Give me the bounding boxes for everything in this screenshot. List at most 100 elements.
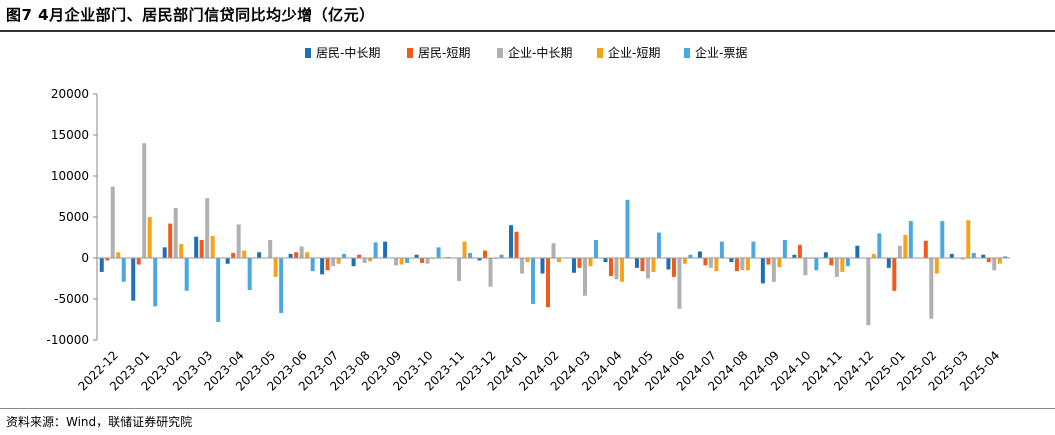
bar [216, 258, 221, 322]
bar [142, 143, 147, 258]
bar [719, 241, 724, 258]
bar [105, 258, 110, 261]
bar [1003, 256, 1008, 258]
bar [257, 252, 262, 258]
bar [734, 258, 739, 272]
bar [514, 231, 519, 258]
bar [666, 258, 671, 270]
y-tick-label: -5000 [54, 292, 89, 306]
y-axis: 20000 15000 10000 5000 0 -5000 -10000 [46, 87, 98, 347]
bar [792, 254, 797, 258]
bar [897, 245, 902, 258]
bar [373, 242, 378, 258]
y-tick-label: 5000 [58, 210, 89, 224]
bar [729, 258, 734, 263]
legend-swatch [407, 48, 413, 58]
footer-divider [0, 408, 1055, 409]
bar [614, 258, 619, 280]
legend-label: 企业-票据 [695, 45, 747, 60]
y-tick-label: 20000 [51, 87, 89, 101]
bar [147, 217, 152, 258]
bar [886, 258, 891, 268]
bar [603, 258, 608, 263]
bar [960, 258, 965, 260]
legend-swatch [684, 48, 690, 58]
bar [923, 240, 928, 258]
chart-title: 图7 4月企业部门、居民部门信贷同比均少增（亿元） [6, 6, 375, 24]
bar [829, 258, 834, 266]
bar [368, 258, 373, 262]
bar [651, 258, 656, 272]
bar [268, 239, 273, 258]
bar [425, 258, 430, 264]
bar [110, 186, 115, 258]
bar [814, 258, 819, 271]
bar [557, 258, 561, 263]
bar [173, 207, 178, 258]
bar [703, 258, 708, 266]
bar [310, 258, 315, 272]
bar [877, 233, 882, 258]
bar [414, 254, 419, 258]
bar [777, 258, 782, 268]
bar [608, 258, 613, 277]
y-tick-label: 0 [81, 251, 89, 265]
bar [436, 247, 441, 258]
bar [210, 235, 215, 258]
bar [645, 258, 650, 279]
bar [551, 243, 556, 258]
legend-swatch [497, 48, 503, 58]
bar [525, 258, 530, 263]
bar [153, 258, 158, 307]
bar [971, 253, 976, 258]
bar [656, 232, 661, 258]
bar [305, 252, 310, 258]
bar [771, 258, 776, 282]
bar [871, 253, 876, 258]
bar [803, 258, 808, 276]
bar [168, 223, 173, 258]
bar [855, 245, 860, 258]
legend-label: 企业-短期 [608, 45, 660, 60]
bar [357, 254, 362, 258]
bar [247, 258, 252, 290]
bar [194, 236, 199, 258]
bar [949, 253, 954, 258]
bar [320, 258, 325, 275]
bar [997, 258, 1002, 264]
bar [992, 258, 997, 271]
bar [740, 258, 745, 271]
bar [279, 258, 284, 313]
bar [582, 258, 587, 296]
bar [840, 258, 845, 272]
bar [394, 258, 399, 266]
bar [483, 250, 488, 258]
bar [966, 220, 971, 258]
bar [697, 251, 702, 258]
bar [766, 258, 771, 265]
y-tick-label: -10000 [46, 333, 89, 347]
bar [619, 258, 624, 282]
bar [242, 250, 247, 258]
bar [866, 258, 871, 326]
bar [981, 254, 986, 258]
bar [99, 258, 104, 272]
bar [934, 258, 939, 274]
bar [540, 258, 545, 274]
bar [823, 252, 828, 258]
bar [162, 247, 167, 258]
bar [121, 258, 126, 282]
bar [797, 244, 802, 258]
bar [546, 258, 550, 308]
bar [116, 252, 121, 258]
bar [457, 258, 462, 281]
bar [677, 258, 682, 309]
bar [288, 253, 293, 258]
bar [136, 258, 141, 265]
legend-swatch [305, 48, 311, 58]
bar [336, 258, 341, 264]
chart-bars [99, 143, 1008, 326]
bar [908, 221, 913, 258]
bar [205, 198, 210, 258]
bar [834, 258, 839, 277]
